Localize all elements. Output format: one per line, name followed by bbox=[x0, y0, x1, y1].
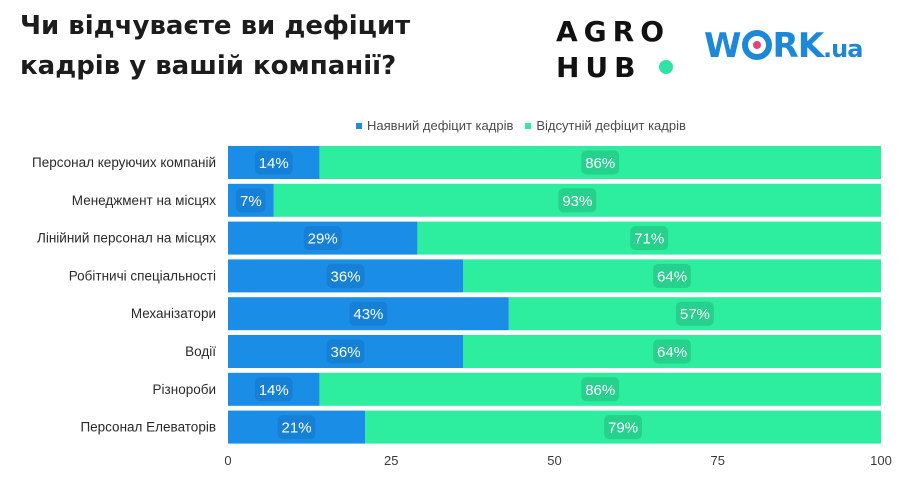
bar-series-2-1 bbox=[319, 146, 881, 179]
bar-series-1-8 bbox=[228, 410, 366, 444]
workua-logo-prefix: W bbox=[704, 26, 742, 66]
category-label-7: Різнороби bbox=[153, 382, 216, 397]
category-label-6: Водії bbox=[185, 344, 216, 359]
data-label-series-1-1-bg bbox=[254, 150, 293, 175]
data-label-series-1-5: 43% bbox=[353, 306, 383, 323]
legend-item-series-2: Відсутній дефіцит кадрів bbox=[525, 118, 686, 133]
data-label-series-2-6-bg bbox=[653, 339, 691, 364]
bar-series-1-1 bbox=[228, 146, 320, 179]
data-label-series-2-7: 86% bbox=[585, 382, 615, 399]
data-label-series-2-1-bg bbox=[581, 150, 620, 175]
data-label-series-2-2-bg bbox=[558, 188, 597, 213]
category-label-4: Робітничі спеціальності bbox=[69, 268, 216, 283]
workua-logo: W RK.ua bbox=[704, 26, 863, 69]
data-label-series-2-8: 79% bbox=[608, 420, 638, 437]
category-label-2: Менеджмент на місцях bbox=[72, 193, 216, 208]
data-label-series-2-5: 57% bbox=[680, 306, 710, 323]
data-label-series-2-6: 64% bbox=[657, 344, 687, 361]
agrohub-dot-icon bbox=[659, 60, 673, 74]
data-label-series-1-3-bg bbox=[303, 226, 342, 251]
data-label-series-1-3: 29% bbox=[308, 231, 338, 248]
data-label-series-1-8: 21% bbox=[282, 420, 312, 437]
bar-series-2-5 bbox=[508, 297, 881, 331]
data-label-series-1-5-bg bbox=[349, 301, 388, 326]
chart-title-line-1: Чи відчуваєте ви дефіцит bbox=[20, 11, 411, 41]
legend-label-series-1: Наявний дефіцит кадрів bbox=[367, 118, 514, 133]
chart-legend: Наявний дефіцит кадрів Відсутній дефіцит… bbox=[356, 118, 686, 133]
data-label-series-1-8-bg bbox=[277, 415, 316, 440]
bar-series-2-7 bbox=[319, 372, 881, 406]
data-label-series-1-7: 14% bbox=[259, 382, 289, 399]
data-label-series-2-7-bg bbox=[581, 377, 620, 402]
workua-o-icon bbox=[741, 30, 772, 60]
bar-series-1-5 bbox=[228, 297, 509, 331]
bar-series-1-6 bbox=[228, 335, 464, 368]
data-label-series-2-1: 86% bbox=[585, 155, 615, 172]
agrohub-logo-line-2: HUB bbox=[556, 51, 642, 84]
agrohub-logo: AGRO HUB bbox=[556, 14, 670, 86]
x-tick-label-50: 50 bbox=[547, 453, 561, 468]
data-label-series-2-5-bg bbox=[675, 301, 714, 326]
category-label-8: Персонал Елеваторів bbox=[80, 420, 216, 435]
data-label-series-1-6-bg bbox=[326, 339, 365, 364]
category-label-5: Механізатори bbox=[131, 306, 216, 321]
data-label-series-1-6: 36% bbox=[331, 344, 361, 361]
agrohub-logo-line-1: AGRO bbox=[556, 15, 671, 48]
data-label-series-1-4-bg bbox=[326, 263, 365, 288]
bar-series-2-3 bbox=[417, 221, 881, 255]
x-tick-label-25: 25 bbox=[384, 453, 398, 468]
chart-title: Чи відчуваєте ви дефіцит кадрів у вашій … bbox=[20, 6, 540, 86]
bar-series-1-3 bbox=[228, 221, 418, 255]
data-label-series-2-2: 93% bbox=[562, 193, 592, 210]
legend-item-series-1: Наявний дефіцит кадрів bbox=[356, 118, 513, 133]
data-label-series-2-3-bg bbox=[630, 226, 669, 251]
data-label-series-2-4-bg bbox=[653, 263, 691, 288]
bar-series-2-8 bbox=[365, 410, 881, 444]
data-label-series-1-7-bg bbox=[254, 377, 293, 402]
x-tick-label-0: 0 bbox=[224, 453, 231, 468]
legend-label-series-2: Відсутній дефіцит кадрів bbox=[536, 118, 686, 133]
bar-series-2-2 bbox=[273, 183, 882, 217]
data-label-series-2-3: 71% bbox=[634, 231, 664, 248]
data-label-series-2-4: 64% bbox=[657, 268, 687, 285]
workua-logo-domain: .ua bbox=[823, 35, 863, 63]
category-label-3: Лінійний персонал на місцях bbox=[37, 231, 216, 246]
bar-series-2-4 bbox=[463, 259, 881, 293]
x-tick-label-100: 100 bbox=[870, 453, 892, 468]
category-label-1: Персонал керуючих компаній bbox=[32, 155, 216, 170]
data-label-series-1-2: 7% bbox=[240, 193, 262, 210]
x-tick-label-75: 75 bbox=[711, 453, 725, 468]
legend-swatch-series-2 bbox=[525, 122, 532, 129]
bar-series-1-4 bbox=[228, 259, 464, 293]
bar-series-2-6 bbox=[463, 335, 881, 368]
data-label-series-1-2-bg bbox=[236, 188, 266, 213]
bar-series-1-7 bbox=[228, 372, 320, 406]
data-label-series-2-8-bg bbox=[604, 415, 642, 440]
bar-series-1-2 bbox=[228, 183, 274, 217]
legend-swatch-series-1 bbox=[356, 122, 362, 129]
chart-title-line-2: кадрів у вашій компанії? bbox=[20, 51, 397, 81]
data-label-series-1-1: 14% bbox=[259, 155, 289, 172]
workua-logo-suffix: RK bbox=[772, 26, 825, 66]
data-label-series-1-4: 36% bbox=[331, 268, 361, 285]
